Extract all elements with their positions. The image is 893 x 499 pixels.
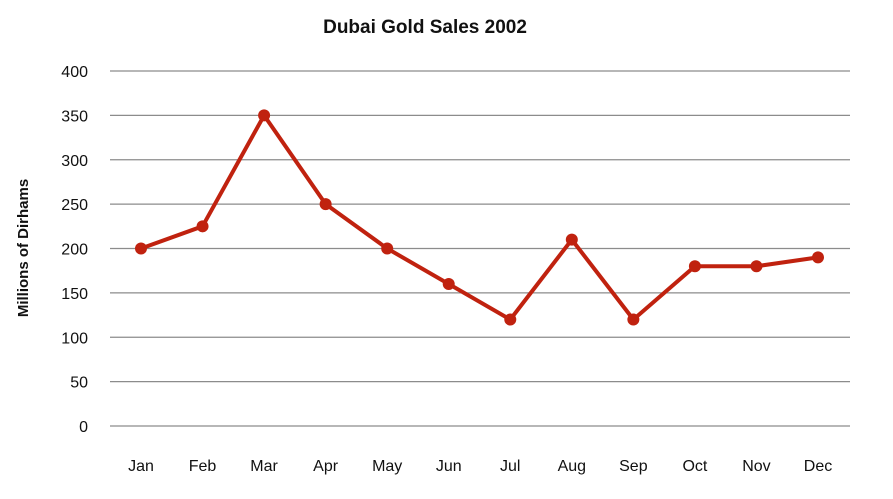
data-point [319, 198, 332, 211]
data-point [565, 233, 578, 246]
data-point [381, 242, 394, 255]
y-tick-label: 50 [70, 375, 88, 392]
y-tick-label: 0 [79, 419, 88, 436]
x-tick-label: May [372, 458, 402, 475]
y-axis-label: Millions of Dirhams [15, 179, 32, 317]
x-tick-label: Jul [500, 458, 520, 475]
x-tick-label: Apr [313, 458, 339, 475]
data-point [688, 260, 701, 273]
y-tick-labels: 0 50 100 150 200 250 300 350 400 [61, 64, 88, 436]
y-tick-label: 400 [61, 64, 88, 81]
series-line [139, 113, 820, 322]
x-tick-label: Aug [558, 458, 586, 475]
data-point [196, 220, 209, 233]
x-tick-label: Mar [250, 458, 278, 475]
x-tick-label: Jan [128, 458, 154, 475]
y-tick-label: 150 [61, 286, 88, 303]
chart-title: Dubai Gold Sales 2002 [323, 17, 527, 38]
y-tick-label: 300 [61, 153, 88, 170]
data-point [812, 251, 824, 264]
x-tick-label: Jun [436, 458, 462, 475]
x-tick-label: Feb [189, 458, 217, 475]
y-tick-label: 250 [61, 197, 88, 214]
series-layer [135, 109, 824, 326]
y-tick-label: 350 [61, 108, 88, 125]
data-point [504, 313, 517, 326]
x-tick-label: Nov [742, 458, 770, 475]
data-point [258, 109, 271, 122]
y-tick-label: 100 [61, 330, 88, 347]
y-tick-label: 200 [61, 242, 88, 259]
x-tick-label: Oct [682, 458, 707, 475]
data-point [750, 260, 763, 273]
x-tick-label: Dec [804, 458, 832, 475]
data-point [627, 313, 640, 326]
x-tick-labels: Jan Feb Mar Apr May Jun Jul Aug Sep Oct Nov Dec [128, 458, 832, 475]
data-point [135, 242, 147, 255]
x-tick-label: Sep [619, 458, 648, 475]
data-point [442, 278, 455, 290]
gridlines [110, 70, 850, 427]
